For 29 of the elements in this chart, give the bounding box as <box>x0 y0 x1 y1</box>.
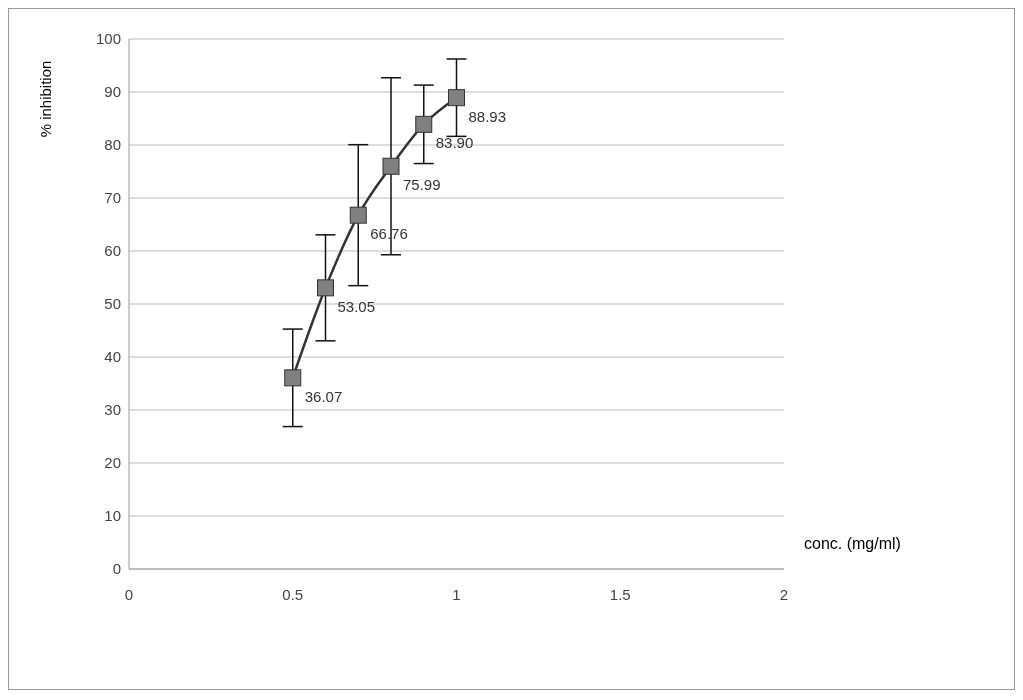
point <box>382 157 400 175</box>
y-tick-label: 80 <box>104 136 121 154</box>
point <box>448 89 465 107</box>
x-tick-label: 0 <box>124 585 134 603</box>
y-tick-label: 50 <box>104 295 121 313</box>
y-tick-label: 90 <box>104 83 121 101</box>
y-axis-title: % inhibition <box>37 60 54 138</box>
data-label: 88.93 <box>468 107 507 125</box>
data-label: 53.05 <box>337 297 376 315</box>
y-tick-label: 40 <box>104 348 121 366</box>
point <box>317 279 334 297</box>
x-axis-title: conc. (mg/ml) <box>804 535 901 552</box>
point <box>349 206 367 224</box>
y-tick-label: 70 <box>104 189 121 207</box>
x-tick-label: 0.5 <box>282 585 304 603</box>
y-tick-label: 30 <box>104 401 121 419</box>
y-tick-label: 10 <box>104 507 121 525</box>
y-tick-label: 100 <box>95 30 121 48</box>
y-tick-label: 0 <box>112 560 121 578</box>
data-label: 83.90 <box>435 134 474 152</box>
data-label: 75.99 <box>403 176 441 194</box>
x-tick-label: 2 <box>779 585 789 603</box>
x-tick-label: 1.5 <box>609 585 631 603</box>
y-tick-label: 20 <box>104 454 121 472</box>
y-tick-label: 60 <box>104 242 121 260</box>
point <box>415 115 433 133</box>
point <box>284 369 302 387</box>
data-label: 36.07 <box>304 387 343 405</box>
x-tick-label: 1 <box>452 585 461 603</box>
